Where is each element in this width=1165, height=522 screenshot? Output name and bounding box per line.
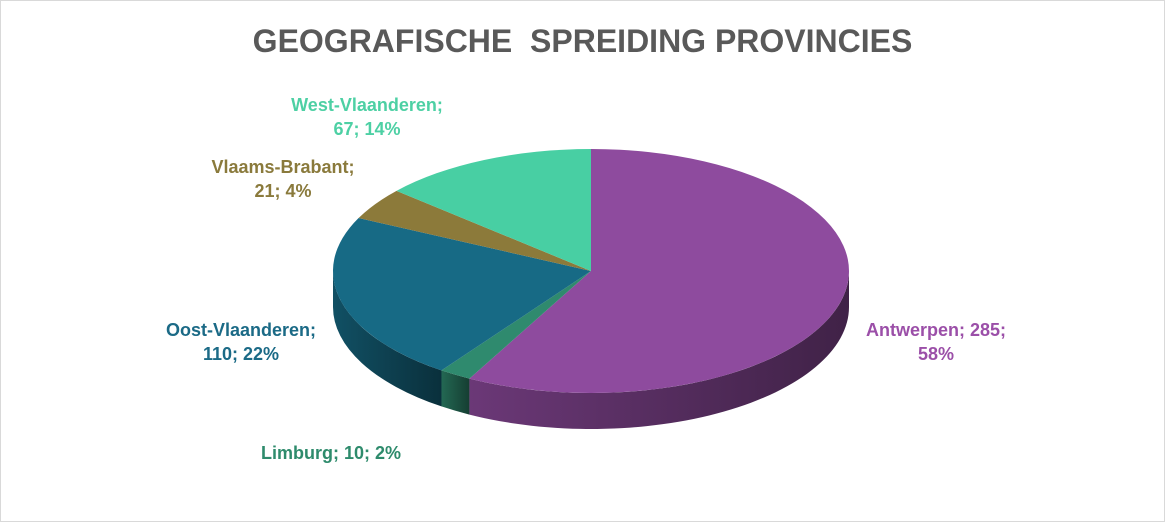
data-label: Oost-Vlaanderen; 110; 22% <box>165 320 317 364</box>
chart-title: GEOGRAFISCHE SPREIDING PROVINCIES <box>252 23 913 59</box>
data-label: West-Vlaanderen; 67; 14% <box>291 95 443 139</box>
slice <box>396 149 591 271</box>
slice <box>441 271 591 379</box>
slice-side <box>333 271 442 407</box>
slice <box>358 190 591 271</box>
data-label: Antwerpen; 285; 58% <box>865 320 1007 364</box>
slice-side <box>469 271 849 429</box>
data-label: Limburg; 10; 2% <box>260 443 402 463</box>
data-label: Vlaams-Brabant; 21; 4% <box>211 157 355 201</box>
slice-side <box>441 370 470 415</box>
slice <box>333 218 591 371</box>
slice <box>469 149 850 394</box>
